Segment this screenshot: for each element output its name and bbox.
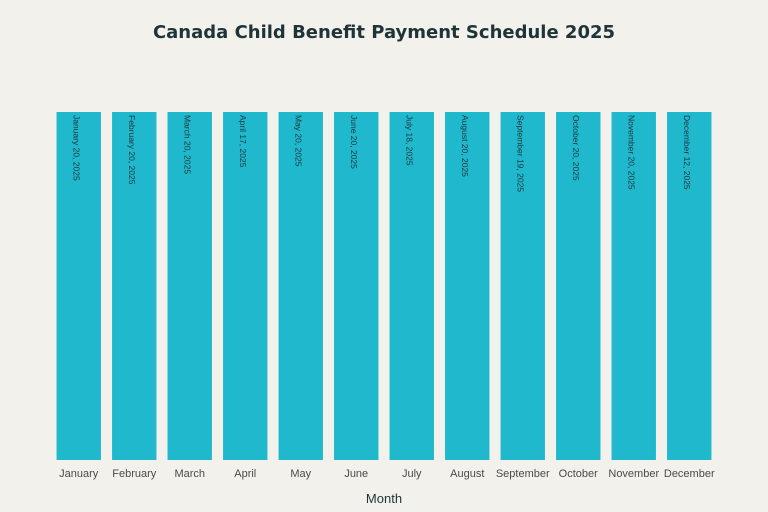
x-tick-october: October: [559, 468, 598, 480]
bar-label-december: December 12, 2025: [682, 115, 692, 190]
bar-label-may: May 20, 2025: [294, 115, 304, 167]
chart-title: Canada Child Benefit Payment Schedule 20…: [153, 22, 615, 43]
x-tick-march: March: [174, 468, 205, 480]
bar-label-february: February 20, 2025: [127, 115, 137, 185]
bar-july: [389, 112, 434, 460]
bar-november: [611, 112, 656, 460]
bars-group: January 20, 2025 February 20, 2025 March 2…: [56, 112, 712, 460]
x-tick-august: August: [450, 468, 484, 480]
bar-label-january: January 20, 2025: [72, 115, 82, 181]
bar-august: [445, 112, 490, 460]
bar-june: [334, 112, 379, 460]
bar-label-november: November 20, 2025: [627, 115, 637, 190]
x-axis-title: Month: [366, 491, 402, 506]
x-tick-february: February: [112, 468, 157, 480]
x-tick-january: January: [59, 468, 99, 480]
bar-label-june: June 20, 2025: [349, 115, 359, 169]
bar-december: [667, 112, 712, 460]
bar-label-september: September 19, 2025: [516, 115, 526, 192]
bar-label-august: August 20, 2025: [460, 115, 470, 177]
x-tick-november: November: [608, 468, 659, 480]
bar-label-march: March 20, 2025: [183, 115, 193, 174]
x-tick-september: September: [496, 468, 550, 480]
x-tick-labels: January February March April May June July Augu…: [59, 468, 715, 480]
x-tick-june: June: [344, 468, 368, 480]
x-tick-december: December: [664, 468, 715, 480]
x-tick-april: April: [234, 468, 256, 480]
x-tick-july: July: [402, 468, 422, 480]
bar-february: [112, 112, 157, 460]
bar-label-july: July 18, 2025: [405, 115, 415, 166]
bar-january: [56, 112, 101, 460]
bar-label-october: October 20, 2025: [571, 115, 581, 181]
bar-label-april: April 17, 2025: [238, 115, 248, 168]
bar-october: [556, 112, 601, 460]
x-tick-may: May: [290, 468, 311, 480]
bar-march: [167, 112, 212, 460]
bar-september: [500, 112, 545, 460]
bar-may: [278, 112, 323, 460]
bar-april: [223, 112, 268, 460]
